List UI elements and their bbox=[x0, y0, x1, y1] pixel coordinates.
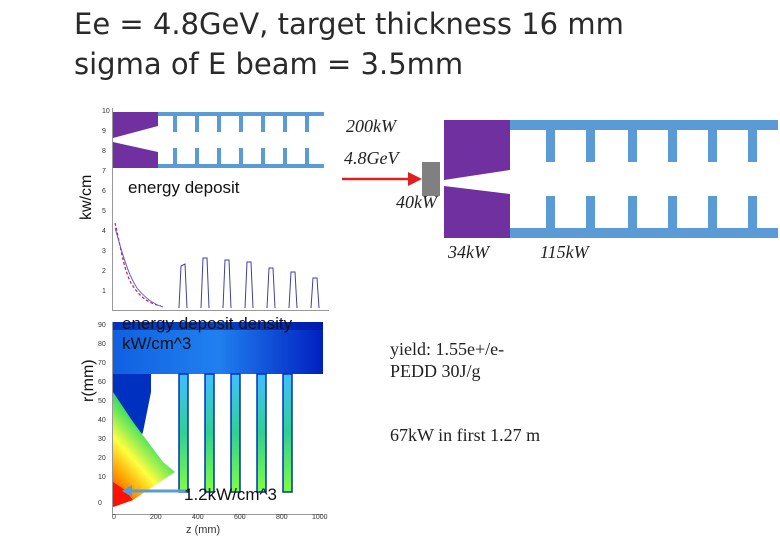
peak-arrow bbox=[122, 485, 186, 497]
tick-label: 5 bbox=[102, 208, 106, 215]
first-section-text: 67kW in first 1.27 m bbox=[390, 425, 541, 445]
top-absorber-lower bbox=[113, 142, 158, 168]
tick-label: 90 bbox=[98, 322, 106, 329]
top-structure-lower-bar bbox=[158, 164, 324, 168]
structure-upper-bar bbox=[510, 120, 778, 130]
tick-label: 0 bbox=[112, 514, 116, 521]
tick-label: 50 bbox=[98, 398, 106, 405]
slide-title: Ee = 4.8GeV, target thickness 16 mm sigm… bbox=[74, 4, 624, 84]
tick-label: 6 bbox=[102, 188, 106, 195]
tick-label: 400 bbox=[192, 514, 204, 521]
top-plot-frame bbox=[112, 108, 329, 311]
tick-label: 9 bbox=[102, 128, 106, 135]
bottom-plot-xticks: 0 200 400 600 800 1000 bbox=[112, 514, 332, 524]
structure-lower-bar bbox=[510, 228, 778, 238]
structure-fins bbox=[546, 130, 757, 228]
tick-label: 20 bbox=[98, 455, 106, 462]
yield-text: yield: 1.55e+/e- bbox=[390, 339, 505, 359]
heatmap-top-band bbox=[113, 322, 323, 374]
tick-label: 0 bbox=[98, 500, 102, 507]
structure-power-label: 115kW bbox=[540, 242, 589, 263]
target-power-label: 40kW bbox=[396, 192, 437, 213]
slit-power-label: 34kW bbox=[448, 242, 489, 263]
tick-label: 10 bbox=[98, 474, 106, 481]
tick-label: 1 bbox=[102, 288, 106, 295]
energy-label: 4.8GeV bbox=[344, 148, 398, 169]
target-block bbox=[422, 162, 440, 196]
tick-label: 10 bbox=[102, 108, 110, 115]
absorber-upper bbox=[444, 120, 510, 180]
energy-value: 4.8GeV bbox=[344, 148, 399, 168]
top-plot-svg bbox=[113, 112, 324, 309]
title-line-1: Ee = 4.8GeV, target thickness 16 mm bbox=[74, 7, 624, 41]
power-in-value: 200kW bbox=[346, 116, 396, 136]
top-structure-fins bbox=[173, 116, 309, 164]
deposit-curve-dashed bbox=[114, 222, 162, 307]
tick-label: 4 bbox=[102, 228, 106, 235]
target-schematic bbox=[342, 120, 778, 238]
peak-label: 1.2kW/cm^3 bbox=[184, 485, 277, 504]
title-line-2: sigma of E beam = 3.5mm bbox=[74, 47, 464, 81]
heatmap-hot-region bbox=[113, 392, 175, 507]
deposit-peaks bbox=[178, 257, 320, 309]
top-plot-ylabel: kw/cm bbox=[78, 174, 95, 220]
beam-arrowhead bbox=[408, 172, 422, 186]
bottom-plot-ylabel: r(mm) bbox=[80, 359, 97, 402]
slit-power-value: 34kW bbox=[448, 242, 489, 262]
top-absorber-upper bbox=[113, 112, 158, 138]
density-annotation: energy deposit density kW/cm^3 bbox=[122, 314, 292, 354]
tick-label: 800 bbox=[276, 514, 288, 521]
tick-label: 30 bbox=[98, 436, 106, 443]
heatmap-fins bbox=[178, 373, 293, 493]
tick-label: 40 bbox=[98, 417, 106, 424]
tick-label: 80 bbox=[98, 341, 106, 348]
tick-label: 2 bbox=[102, 268, 106, 275]
absorber-lower bbox=[444, 186, 510, 238]
density-annotation-line1: energy deposit density bbox=[122, 314, 293, 333]
tick-label: 3 bbox=[102, 248, 106, 255]
tick-label: 600 bbox=[234, 514, 246, 521]
tick-label: 70 bbox=[98, 360, 106, 367]
density-annotation-line2: kW/cm^3 bbox=[122, 334, 192, 353]
results-block: yield: 1.55e+/e- PEDD 30J/g bbox=[390, 338, 504, 382]
top-plot-annotation: energy deposit bbox=[128, 178, 240, 197]
tick-label: 1000 bbox=[312, 514, 328, 521]
power-in-label: 200kW bbox=[346, 116, 396, 137]
target-power-value: 40kW bbox=[396, 192, 437, 212]
deposit-curve-solid bbox=[114, 227, 164, 308]
bottom-plot-xlabel: z (mm) bbox=[186, 524, 221, 536]
tick-label: 8 bbox=[102, 148, 106, 155]
top-structure-upper-bar bbox=[158, 112, 324, 116]
pedd-text: PEDD 30J/g bbox=[390, 361, 481, 381]
top-plot-yticks: 10 9 8 7 6 5 4 3 2 1 bbox=[102, 108, 112, 310]
bottom-plot-yticks: 90 80 70 60 50 40 30 20 10 0 bbox=[98, 322, 112, 514]
tick-label: 60 bbox=[98, 379, 106, 386]
structure-power-value: 115kW bbox=[540, 242, 589, 262]
tick-label: 200 bbox=[150, 514, 162, 521]
tick-label: 7 bbox=[102, 168, 106, 175]
